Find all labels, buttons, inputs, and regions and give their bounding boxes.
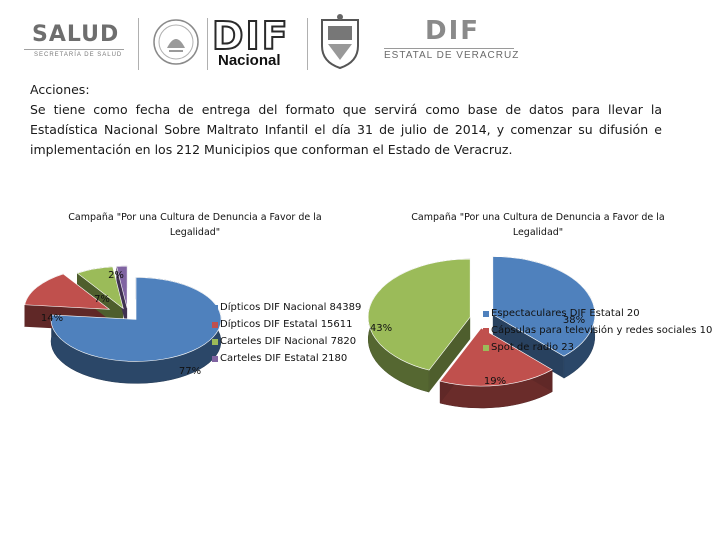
dif-veracruz-logo: DIF bbox=[425, 16, 481, 46]
legend-item: Dípticos DIF Nacional 84389 bbox=[212, 299, 361, 316]
dif-nacional-logo: DIF bbox=[211, 13, 290, 59]
legend-label: Cápsulas para televisión y redes sociale… bbox=[491, 325, 713, 336]
logo-divider bbox=[138, 18, 139, 70]
legend-label: Espectaculares DIF Estatal 20 bbox=[491, 308, 640, 319]
pie-percent-label: 19% bbox=[484, 376, 506, 387]
legend-swatch bbox=[212, 355, 218, 362]
chart-1-legend: Dípticos DIF Nacional 84389 Dípticos DIF… bbox=[212, 299, 361, 367]
logo-bar: SALUD SECRETARÍA DE SALUD DIF Nacional D… bbox=[0, 0, 720, 78]
salud-logo: SALUD bbox=[32, 22, 120, 47]
legend-item: Carteles DIF Nacional 7820 bbox=[212, 333, 361, 350]
logo-divider bbox=[207, 18, 208, 70]
legend-label: Dípticos DIF Nacional 84389 bbox=[220, 302, 362, 313]
actions-heading: Acciones: bbox=[30, 82, 90, 97]
pie-percent-label: 77% bbox=[179, 366, 201, 377]
legend-label: Carteles DIF Estatal 2180 bbox=[220, 353, 348, 364]
legend-label: Spot de radio 23 bbox=[491, 342, 574, 353]
pie-percent-label: 2% bbox=[108, 270, 124, 281]
veracruz-shield-icon bbox=[321, 14, 359, 70]
pie-slice-wall bbox=[77, 266, 124, 331]
pie-slice bbox=[116, 265, 128, 309]
legend-swatch bbox=[212, 321, 218, 328]
legend-label: Dípticos DIF Estatal 15611 bbox=[220, 319, 353, 330]
pie-percent-label: 38% bbox=[563, 315, 585, 326]
pie-slice bbox=[24, 273, 111, 310]
actions-body: Se tiene como fecha de entrega del forma… bbox=[30, 102, 662, 157]
pie-slice bbox=[76, 266, 124, 310]
dif-veracruz-logo-rule bbox=[384, 48, 514, 49]
legend-swatch bbox=[483, 344, 489, 351]
pie-percent-label: 43% bbox=[370, 323, 392, 334]
actions-text: Acciones: Se tiene como fecha de entrega… bbox=[30, 80, 662, 160]
pie-slice-wall bbox=[492, 256, 564, 379]
chart-2-legend: Espectaculares DIF Estatal 20 Cápsulas p… bbox=[483, 305, 712, 356]
dif-nacional-logo-subtitle: Nacional bbox=[218, 52, 281, 69]
salud-logo-subtitle: SECRETARÍA DE SALUD bbox=[34, 52, 123, 58]
legend-swatch bbox=[483, 310, 489, 317]
logo-divider bbox=[307, 18, 308, 70]
mexico-coat-of-arms-icon bbox=[153, 19, 199, 65]
legend-swatch bbox=[212, 338, 218, 345]
pie-percent-label: 7% bbox=[94, 294, 110, 305]
pie-slice bbox=[367, 258, 471, 371]
pie-slice-wall bbox=[429, 259, 471, 393]
salud-logo-rule bbox=[24, 49, 124, 50]
pie-slice bbox=[439, 327, 553, 387]
dif-veracruz-logo-subtitle: ESTATAL DE VERACRUZ bbox=[384, 50, 520, 61]
pie-slice bbox=[492, 256, 596, 357]
pie-slice bbox=[50, 277, 222, 362]
legend-item: Spot de radio 23 bbox=[483, 339, 712, 356]
chart-2-title: Campaña "Por una Cultura de Denuncia a F… bbox=[411, 212, 665, 238]
legend-item: Dípticos DIF Estatal 15611 bbox=[212, 316, 361, 333]
pie-percent-label: 14% bbox=[41, 313, 63, 324]
chart-1-title: Campaña "Por una Cultura de Denuncia a F… bbox=[68, 212, 322, 238]
legend-item: Carteles DIF Estatal 2180 bbox=[212, 350, 361, 367]
pie-slice-wall bbox=[116, 266, 128, 331]
legend-item: Cápsulas para televisión y redes sociale… bbox=[483, 322, 712, 339]
legend-item: Espectaculares DIF Estatal 20 bbox=[483, 305, 712, 322]
legend-swatch bbox=[212, 304, 218, 311]
legend-swatch bbox=[483, 327, 489, 334]
legend-label: Carteles DIF Nacional 7820 bbox=[220, 336, 357, 347]
